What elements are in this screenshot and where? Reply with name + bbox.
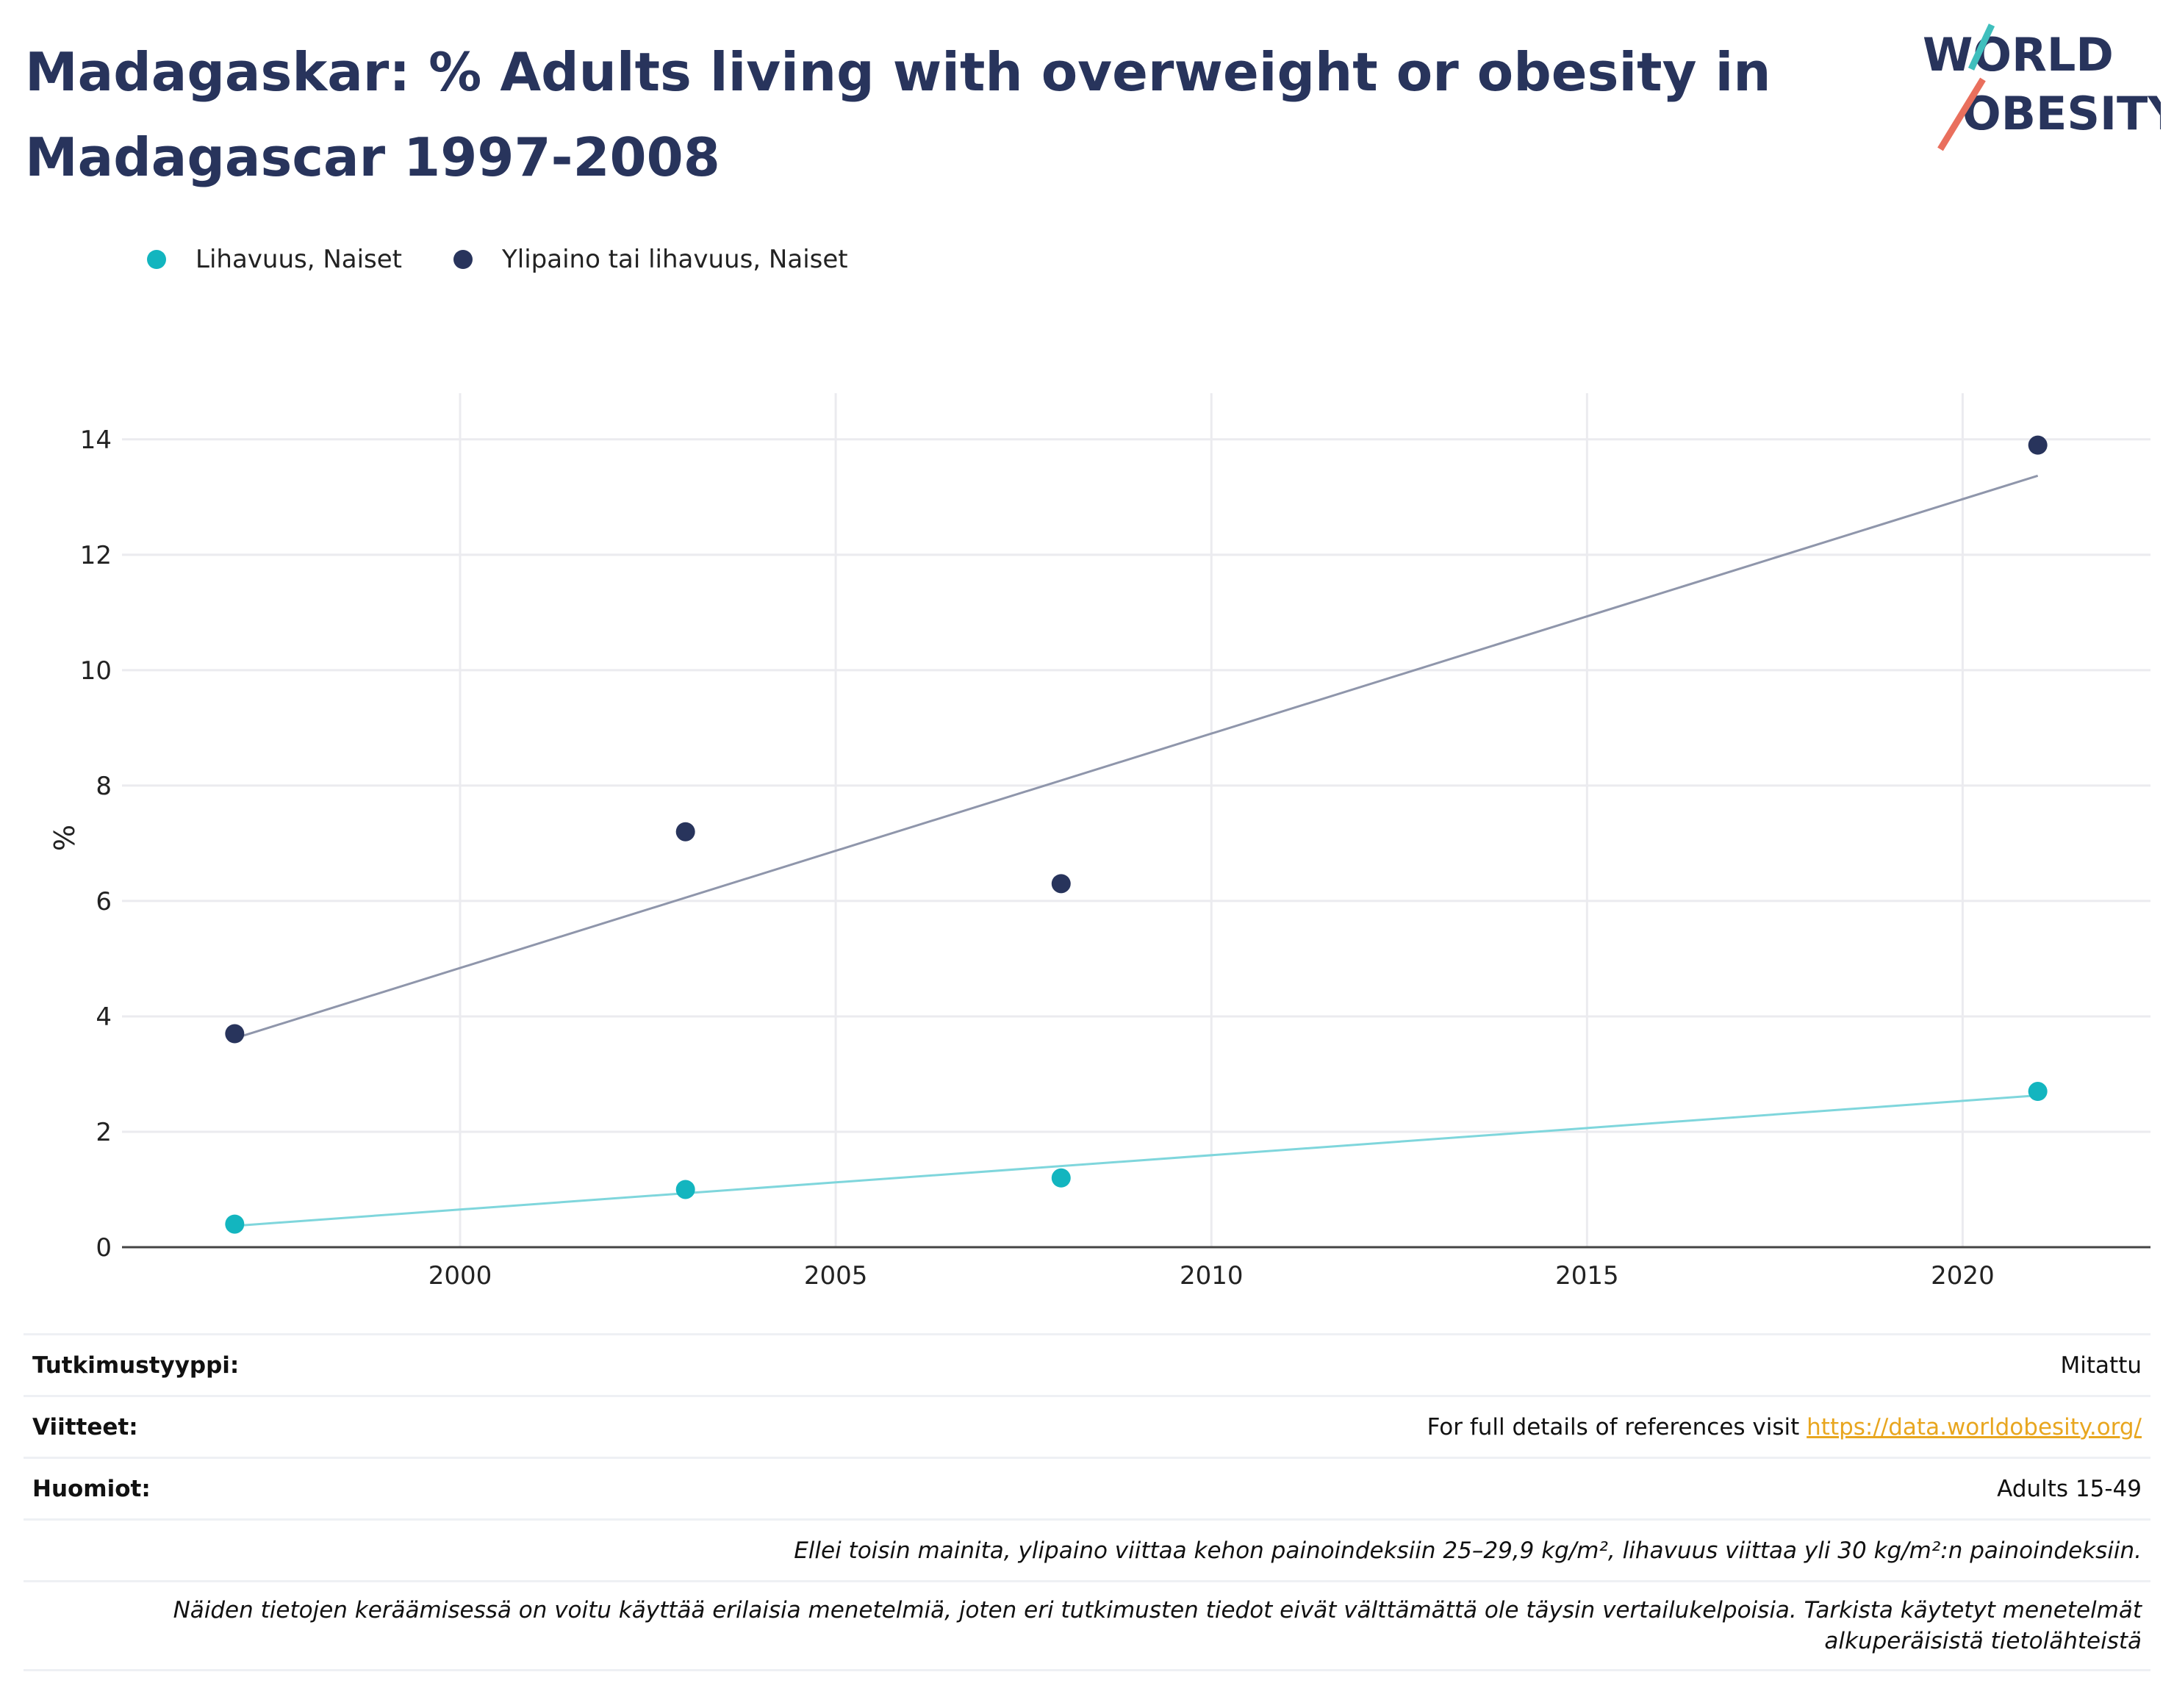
y-tick-label: 10 [80,656,112,686]
study-type-label: Tutkimustyyppi: [32,1352,240,1379]
info-table: Tutkimustyyppi: Mitattu Viitteet: For fu… [24,1333,2150,1671]
methods-note-line-2: alkuperäisistä tietolähteistä [1824,1628,2142,1654]
legend-marker-obesity [147,250,166,269]
info-row-bmi-note: Ellei toisin mainita, ylipaino viittaa k… [24,1518,2150,1580]
legend-item-overweight[interactable]: Ylipaino tai lihavuus, Naiset [453,245,848,274]
y-axis-label: % [49,824,81,852]
page-title: Madagaskar: % Adults living with overwei… [25,41,1771,188]
references-value: For full details of references visit htt… [1427,1414,2142,1440]
trend-line-overweight [234,474,2039,1040]
legend-label-overweight: Ylipaino tai lihavuus, Naiset [502,245,848,274]
notes-label: Huomiot: [32,1475,151,1502]
data-point-overweight [2028,435,2048,455]
x-tick-label: 2010 [1180,1261,1244,1291]
data-point-obesity [2028,1082,2048,1102]
info-row-methods-note: Näiden tietojen keräämisessä on voitu kä… [24,1580,2150,1671]
data-point-obesity [675,1180,695,1199]
y-tick-label: 12 [80,541,112,570]
svg-text:OBESITY: OBESITY [1962,87,2161,140]
x-tick-label: 2005 [804,1261,868,1291]
y-tick-label: 4 [96,1002,112,1032]
y-tick-label: 8 [96,772,112,801]
methods-note-line-1: Näiden tietojen keräämisessä on voitu kä… [173,1597,2142,1623]
legend-item-obesity[interactable]: Lihavuus, Naiset [147,245,402,274]
data-point-overweight [225,1024,245,1044]
data-point-overweight [675,822,695,842]
x-tick-label: 2015 [1555,1261,1619,1291]
legend-label-obesity: Lihavuus, Naiset [195,245,402,274]
y-tick-label: 2 [96,1118,112,1147]
bmi-note: Ellei toisin mainita, ylipaino viittaa k… [794,1537,2142,1564]
data-point-overweight [1051,874,1071,894]
data-point-obesity [225,1214,245,1234]
references-text: For full details of references visit [1427,1413,1807,1440]
y-tick-label: 6 [96,887,112,916]
notes-value: Adults 15-49 [1997,1475,2142,1502]
info-row-references: Viitteet: For full details of references… [24,1395,2150,1457]
chart-legend: Lihavuus, Naiset Ylipaino tai lihavuus, … [147,241,900,278]
scatter-chart: 2000 2005 2010 2015 2020 0 2 4 6 8 10 12 14 [80,393,2150,1291]
svg-text:WORLD: WORLD [1923,28,2114,82]
world-obesity-logo: WORLD OBESITY [1923,24,2161,151]
references-label: Viitteet: [32,1413,138,1440]
y-tick-label: 0 [96,1233,112,1263]
info-row-notes: Huomiot: Adults 15-49 [24,1457,2150,1518]
methods-note: Näiden tietojen keräämisessä on voitu kä… [173,1595,2142,1657]
references-link[interactable]: https://data.worldobesity.org/ [1807,1413,2142,1440]
trend-line-obesity [234,1094,2038,1227]
y-tick-label: 14 [80,426,112,455]
data-point-obesity [1051,1168,1071,1188]
x-tick-label: 2000 [428,1261,492,1291]
study-type-value: Mitattu [2060,1352,2142,1379]
x-tick-label: 2020 [1931,1261,1995,1291]
info-row-study-type: Tutkimustyyppi: Mitattu [24,1333,2150,1395]
legend-marker-overweight [453,250,473,269]
